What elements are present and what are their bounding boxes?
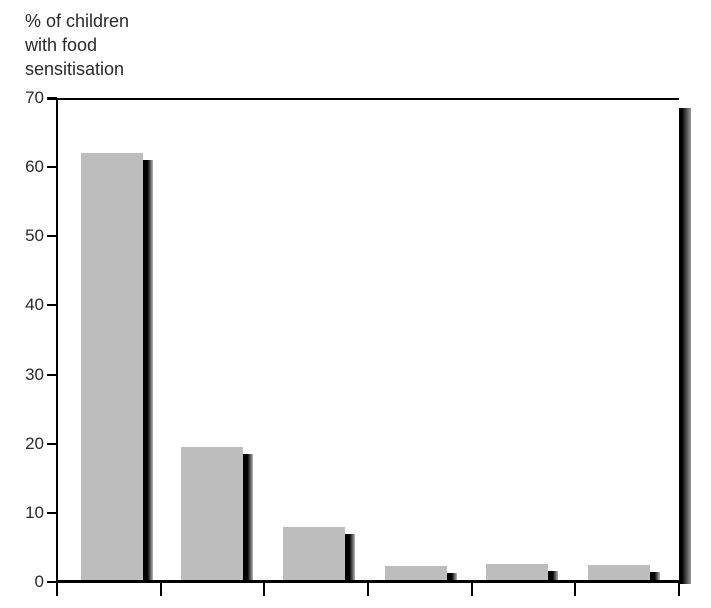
y-tick-label: 70 xyxy=(25,88,44,107)
bar xyxy=(181,447,243,582)
y-axis-title-line-1: % of children xyxy=(25,11,130,31)
plot-top-border xyxy=(47,98,679,100)
x-tick xyxy=(367,582,369,596)
x-tick xyxy=(263,582,265,596)
y-tick xyxy=(47,235,57,238)
y-tick xyxy=(47,304,57,307)
bar xyxy=(81,153,143,582)
y-axis-title-line-3: sensitisation xyxy=(25,59,125,79)
y-axis-title: % of children with food sensitisation xyxy=(25,9,129,81)
x-tick xyxy=(160,582,162,596)
y-tick-label: 40 xyxy=(25,295,44,315)
y-tick xyxy=(47,511,57,514)
x-tick xyxy=(574,582,576,596)
bar-shadow xyxy=(345,533,355,582)
bar-shadow xyxy=(243,454,253,582)
bar-shadow xyxy=(650,571,660,582)
y-axis-line xyxy=(56,98,58,596)
bar xyxy=(385,566,447,582)
bar-shadow xyxy=(143,160,153,582)
y-tick-label: 50 xyxy=(25,226,44,246)
bar xyxy=(486,564,548,582)
y-tick-label: 60 xyxy=(25,157,44,177)
bar xyxy=(588,564,650,582)
y-tick-label: 20 xyxy=(25,433,44,453)
y-tick xyxy=(47,373,57,376)
bar-shadow xyxy=(548,571,558,582)
y-tick-label: 30 xyxy=(25,364,44,384)
y-axis-title-line-2: with food xyxy=(25,35,98,55)
x-tick xyxy=(471,582,473,596)
bar-shadow xyxy=(447,573,457,582)
y-tick xyxy=(47,166,57,169)
y-tick-label: 10 xyxy=(25,502,44,522)
y-tick-label: 0 xyxy=(34,572,44,591)
x-axis-line xyxy=(56,580,683,583)
y-tick xyxy=(47,442,57,445)
bar xyxy=(283,526,345,582)
y-tick xyxy=(47,581,57,583)
x-tick xyxy=(678,582,680,596)
frame-shadow xyxy=(679,108,691,584)
